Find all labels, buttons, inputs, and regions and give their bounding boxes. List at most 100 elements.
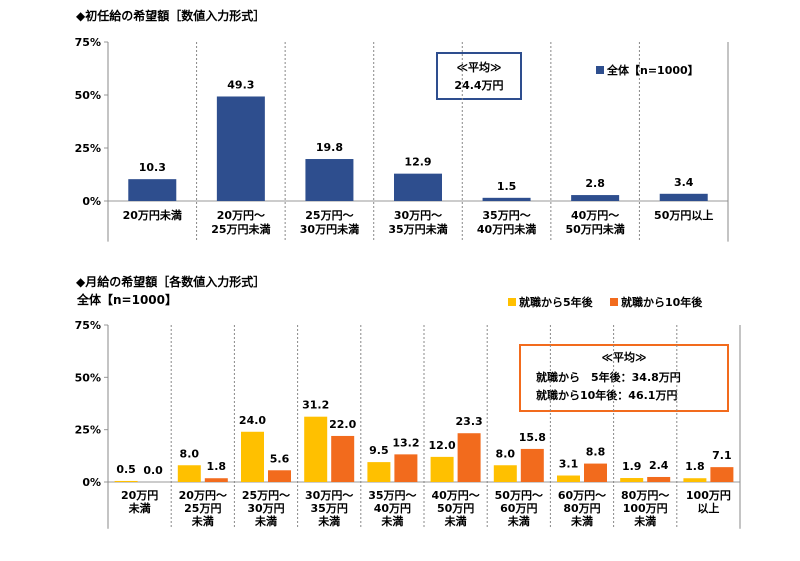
chart1-bar	[216, 96, 265, 201]
chart1-category-label: 40万円未満	[477, 222, 536, 236]
chart1-value-label: 19.8	[316, 141, 343, 154]
chart2-bar	[683, 478, 707, 482]
chart2-value-label: 1.8	[685, 460, 705, 473]
chart2-value-label: 8.0	[496, 447, 516, 460]
chart2-category-label: 未満	[380, 514, 403, 528]
chart2-bar	[557, 475, 580, 482]
chart2-category-label: 未満	[507, 514, 530, 528]
chart2-bar	[710, 467, 734, 482]
chart2-average-heading: ≪平均≫	[601, 350, 646, 364]
chart2-subtitle: 全体【n=1000】	[76, 292, 177, 307]
chart2-value-label: 23.3	[456, 415, 483, 428]
chart1-category-label: 20万円～	[217, 209, 265, 222]
chart2-category-label: 100万円	[623, 502, 668, 515]
chart2-category-label: 25万円～	[242, 489, 290, 502]
chart1-value-label: 3.4	[674, 176, 694, 189]
chart2-bar	[268, 470, 291, 482]
chart2-value-label: 22.0	[329, 418, 356, 431]
chart2-ytick-label: 0%	[82, 476, 101, 489]
chart1-value-label: 49.3	[227, 78, 254, 91]
chart2-legend-label-5y: 就職から5年後	[519, 295, 594, 309]
chart2-title: ◆月給の希望額［各数値入力形式］	[76, 274, 265, 289]
chart2-value-label: 12.0	[429, 439, 456, 452]
chart1-value-label: 2.8	[585, 177, 605, 190]
chart1-legend-label: 全体【n=1000】	[606, 63, 699, 77]
chart2-category-label: 60万円～	[558, 489, 606, 502]
chart1-ytick-label: 0%	[82, 195, 101, 208]
chart2-category-label: 35万円	[311, 502, 348, 515]
chart1-average-value: 24.4万円	[454, 79, 503, 92]
chart2-category-label: 35万円～	[368, 489, 416, 502]
chart2-legend-label-10y: 就職から10年後	[621, 295, 703, 309]
chart1-average-heading: ≪平均≫	[456, 60, 501, 74]
chart2-category-label: 未満	[570, 514, 593, 528]
chart1-value-label: 1.5	[497, 180, 517, 193]
chart1-title: ◆初任給の希望額［数値入力形式］	[76, 8, 265, 23]
chart2-bar	[394, 454, 418, 482]
chart2-value-label: 5.6	[270, 452, 290, 465]
chart2-bar	[177, 465, 201, 482]
chart2-average-box	[519, 344, 729, 412]
chart2-ytick-label: 75%	[75, 319, 101, 332]
chart2-ytick-label: 25%	[75, 424, 101, 437]
chart2-category-label: 100万円	[686, 489, 731, 502]
chart2-value-label: 9.5	[369, 444, 389, 457]
chart1-category-label: 25万円未満	[211, 222, 270, 236]
chart2-value-label: 1.8	[207, 460, 227, 473]
chart2-category-label: 未満	[128, 501, 151, 515]
chart2-value-label: 31.2	[302, 399, 329, 412]
chart1-bar	[482, 197, 531, 201]
chart1-bar	[394, 173, 442, 201]
chart2-category-label: 30万円	[247, 502, 284, 515]
chart1-category-label: 20万円未満	[123, 208, 182, 222]
chart2-ytick-label: 50%	[75, 371, 101, 384]
chart1-category-label: 35万円～	[482, 209, 530, 222]
chart2-bar	[204, 478, 228, 482]
chart1-ytick-label: 50%	[75, 89, 101, 102]
chart1-bar	[659, 193, 708, 201]
chart2-bar	[584, 463, 607, 482]
chart2-category-label: 80万円	[563, 502, 600, 515]
chart2-category-label: 以上	[697, 501, 719, 515]
chart2-value-label: 2.4	[649, 459, 669, 472]
chart2-bar	[520, 448, 544, 482]
chart2-category-label: 80万円～	[621, 489, 669, 502]
chart2-category-label: 40万円	[374, 502, 411, 515]
chart2-category-label: 未満	[317, 514, 340, 528]
chart2-category-label: 20万円～	[179, 489, 227, 502]
chart2-value-label: 13.2	[392, 436, 419, 449]
chart2-value-label: 7.1	[712, 449, 732, 462]
chart2-bar	[367, 462, 391, 482]
chart2-category-label: 未満	[444, 514, 467, 528]
chart2-average-5y: 就職から 5年後：34.8万円	[536, 370, 681, 384]
chart2-category-label: 25万円	[184, 502, 221, 515]
chart2-category-label: 未満	[191, 514, 214, 528]
chart2-bar	[647, 476, 671, 482]
chart2-legend-swatch-10y	[610, 298, 618, 306]
chart1-value-label: 10.3	[139, 161, 166, 174]
chart1-bar	[128, 179, 177, 201]
chart2-bar	[430, 456, 454, 482]
chart1-category-label: 40万円～	[571, 209, 619, 222]
chart2-bar	[493, 465, 517, 482]
chart1-legend-swatch	[596, 66, 604, 74]
chart1-category-label: 35万円未満	[388, 222, 447, 236]
chart2-bar	[620, 478, 644, 482]
chart1-ytick-label: 25%	[75, 142, 101, 155]
chart1-value-label: 12.9	[404, 156, 431, 169]
chart2-bar	[114, 480, 138, 482]
chart2-category-label: 40万円～	[431, 489, 479, 502]
chart1-category-label: 50万円以上	[654, 208, 713, 222]
chart2-bar	[304, 416, 328, 482]
chart2-bar	[457, 433, 481, 482]
chart1-average-box	[436, 52, 522, 100]
chart2-value-label: 1.9	[622, 460, 642, 473]
chart2-category-label: 未満	[633, 514, 656, 528]
chart2-value-label: 8.8	[586, 446, 606, 459]
chart1-bar	[571, 195, 620, 201]
chart2-category-label: 50万円～	[495, 489, 543, 502]
chart2-category-label: 20万円	[121, 489, 158, 502]
chart2-bar	[241, 431, 264, 482]
chart1-ytick-label: 75%	[75, 36, 101, 49]
